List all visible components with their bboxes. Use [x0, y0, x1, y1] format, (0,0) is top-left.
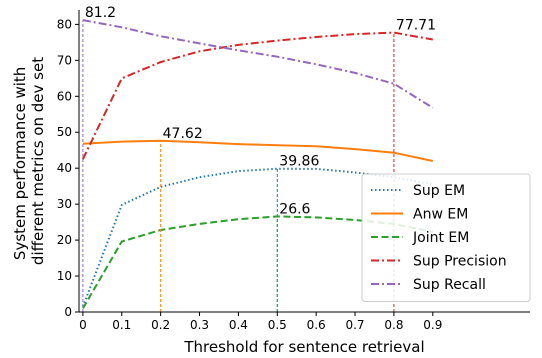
x-tick-label-0: 0: [79, 318, 87, 332]
legend-label-4: Sup Recall: [413, 277, 486, 293]
y-tick-label-2: 20: [57, 233, 72, 247]
x-tick-label-9: 0.9: [423, 318, 442, 332]
legend-label-0: Sup EM: [413, 183, 465, 199]
legend-label-2: Joint EM: [412, 230, 469, 246]
series-line-4: [82, 19, 434, 109]
x-tick-label-8: 0.8: [384, 318, 403, 332]
y-axis-label-line-1: System performance with: [11, 67, 29, 260]
annotation-label-0: 81.2: [85, 5, 116, 21]
y-tick-label-7: 70: [57, 53, 72, 67]
annotation-label-1: 47.62: [163, 126, 203, 142]
y-tick-label-4: 40: [57, 161, 72, 175]
annotation-label-2: 39.86: [279, 154, 319, 170]
y-tick-label-5: 50: [57, 125, 72, 139]
x-tick-label-3: 0.3: [190, 318, 209, 332]
series-line-1: [82, 139, 434, 162]
y-tick-label-6: 60: [57, 89, 72, 103]
x-tick-label-5: 0.5: [268, 318, 287, 332]
annotation-label-3: 26.6: [279, 201, 310, 217]
series-line-2: [82, 215, 433, 309]
y-tick-label-8: 80: [57, 17, 72, 31]
y-axis-label-line-2: different metrics on dev set: [29, 57, 47, 265]
legend: Sup EM Anw EM Joint EM Sup Precision Sup Rec…: [361, 173, 531, 302]
legend-label-3: Sup Precision: [413, 254, 507, 270]
x-tick-label-7: 0.7: [345, 318, 364, 332]
y-axis-label: System performance with different metric…: [11, 57, 47, 265]
x-tick-label-4: 0.4: [229, 318, 248, 332]
legend-label-1: Anw EM: [413, 207, 468, 223]
x-tick-label-6: 0.6: [307, 318, 326, 332]
axes-layer: 0 0.1 0.2 0.3 0.4 0.5 0.6 0.7 0.8 0.9 0 10 20 30 40 50 6…: [57, 10, 530, 332]
guide-lines-layer: [82, 20, 395, 312]
y-tick-label-3: 30: [57, 197, 72, 211]
series-line-3: [81, 31, 433, 160]
x-tick-label-2: 0.2: [151, 318, 170, 332]
y-tick-label-0: 0: [64, 305, 72, 319]
annotations-layer: 81.2 47.62 39.86 26.6 77.71: [85, 5, 436, 217]
y-tick-label-1: 10: [57, 269, 72, 283]
lines-layer: [81, 19, 434, 309]
x-axis-label: Threshold for sentence retrieval: [183, 338, 424, 356]
legend-box: [361, 173, 531, 302]
x-tick-label-1: 0.1: [112, 318, 131, 332]
annotation-label-4: 77.71: [396, 18, 436, 34]
